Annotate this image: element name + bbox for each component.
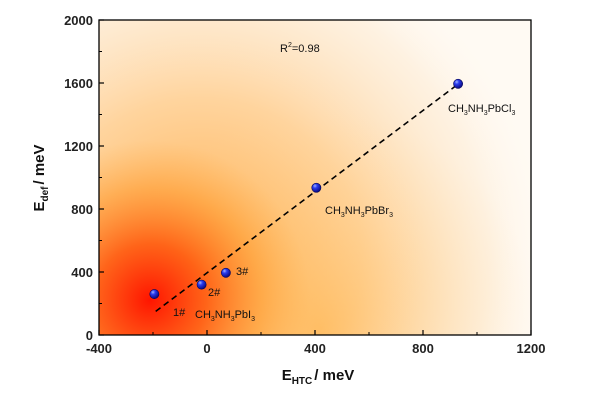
point-label-3: 3#: [236, 266, 249, 278]
data-point: [453, 78, 463, 89]
y-axis-title: Edef/ meV: [31, 144, 51, 211]
x-tick-label: 400: [304, 341, 326, 356]
fit-line: [155, 85, 456, 313]
x-tick-label: -400: [86, 341, 112, 356]
y-tick-label: 2000: [64, 13, 93, 28]
compound-label-pbbr3: CH3NH3PbBr3: [325, 205, 393, 219]
x-axis-title: EHTC / meV: [282, 367, 355, 387]
y-tick-label: 1200: [64, 139, 93, 154]
data-point: [311, 182, 322, 193]
r-squared-label: R2=0.98: [280, 42, 320, 55]
x-tick-label: 1200: [517, 341, 546, 356]
compound-label-pbi3: CH3NH3PbI3: [195, 309, 255, 323]
y-tick-label: 800: [71, 202, 93, 217]
y-tick-label: 0: [86, 328, 93, 343]
compound-label-pbcl3: CH3NH3PbCl3: [448, 103, 515, 117]
y-tick-label: 1600: [64, 76, 93, 91]
data-point: [149, 289, 160, 299]
point-label-2: 2#: [208, 287, 221, 299]
x-tick-label: 0: [203, 341, 210, 356]
point-label-1: 1#: [173, 307, 186, 319]
data-point: [220, 267, 231, 278]
x-tick-label: 800: [412, 341, 434, 356]
data-point: [196, 279, 207, 290]
y-tick-label: 400: [71, 265, 93, 280]
plot-background: [99, 20, 531, 335]
